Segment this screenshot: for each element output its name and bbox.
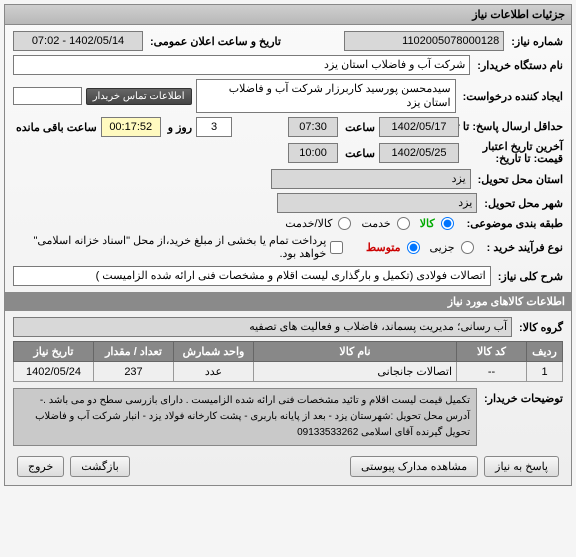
- item-group-label: گروه کالا:: [516, 321, 563, 334]
- need-details-panel: جزئیات اطلاعات نیاز شماره نیاز: 11020050…: [4, 4, 572, 486]
- treasury-checkbox[interactable]: [330, 241, 343, 254]
- general-desc-label: شرح کلی نیاز:: [495, 270, 563, 283]
- subject-class-radio-service[interactable]: [397, 217, 410, 230]
- cell-row: 1: [527, 362, 563, 382]
- credit-label-bottom: قیمت: تا تاریخ:: [496, 153, 563, 165]
- items-table: ردیف کد کالا نام کالا واحد شمارش تعداد /…: [13, 341, 563, 382]
- purchase-type-opt-0: جزیی: [430, 241, 455, 254]
- deadline-date: 1402/05/17: [379, 117, 459, 137]
- purchase-type-radio-minor[interactable]: [461, 241, 474, 254]
- cell-unit: عدد: [174, 362, 254, 382]
- announce-label: تاریخ و ساعت اعلان عمومی:: [147, 35, 281, 48]
- credit-date: 1402/05/25: [379, 143, 459, 163]
- back-button[interactable]: بازگشت: [70, 456, 130, 477]
- panel-title: جزئیات اطلاعات نیاز: [5, 5, 571, 25]
- deadline-label: حداقل ارسال پاسخ: تا تاریخ:: [463, 121, 563, 133]
- buyer-notes-label: توضیحات خریدار:: [481, 388, 563, 405]
- table-row[interactable]: 1 -- اتصالات جانجانی عدد 237 1402/05/24: [14, 362, 563, 382]
- buyer-contact-button[interactable]: اطلاعات تماس خریدار: [86, 88, 192, 105]
- delivery-city-label: شهر محل تحویل:: [481, 197, 563, 210]
- items-section-header: اطلاعات کالاهای مورد نیاز: [5, 292, 571, 311]
- subject-class-opt-0: کالا: [420, 217, 435, 230]
- col-row: ردیف: [527, 342, 563, 362]
- attachments-button[interactable]: مشاهده مدارک پیوستی: [350, 456, 478, 477]
- buyer-notes-value: تکمیل قیمت لیست اقلام و تائید مشخصات فنی…: [13, 388, 477, 446]
- col-date: تاریخ نیاز: [14, 342, 94, 362]
- subject-class-label: طبقه بندی موضوعی:: [464, 217, 563, 230]
- need-number-value: 1102005078000128: [344, 31, 504, 51]
- purchase-type-opt-1: متوسط: [366, 241, 401, 254]
- time-label-2: ساعت: [342, 147, 375, 160]
- delivery-city-value: یزد: [277, 193, 477, 213]
- subject-class-opt-1: خدمت: [361, 217, 390, 230]
- day-label: روز و: [165, 121, 192, 134]
- subject-class-radio-goods[interactable]: [441, 217, 454, 230]
- contact-empty-field: [13, 87, 82, 105]
- col-name: نام کالا: [254, 342, 457, 362]
- requester-value: سیدمحسن پورسید کاربرزار شرکت آب و فاضلاب…: [196, 79, 456, 113]
- col-unit: واحد شمارش: [174, 342, 254, 362]
- subject-class-radio-both[interactable]: [338, 217, 351, 230]
- general-desc-value: اتصالات فولادی (تکمیل و بارگذاری لیست اق…: [13, 266, 491, 286]
- panel-body: شماره نیاز: 1102005078000128 تاریخ و ساع…: [5, 25, 571, 485]
- cell-qty: 237: [94, 362, 174, 382]
- buyer-org-value: شرکت آب و فاضلاب استان یزد: [13, 55, 470, 75]
- cell-date: 1402/05/24: [14, 362, 94, 382]
- need-number-label: شماره نیاز:: [508, 35, 563, 48]
- purchase-type-label: نوع فرآیند خرید :: [484, 241, 563, 254]
- announce-value: 1402/05/14 - 07:02: [13, 31, 143, 51]
- col-code: کد کالا: [457, 342, 527, 362]
- item-group-value: آب رسانی؛ مدیریت پسماند، فاضلاب و فعالیت…: [13, 317, 512, 337]
- remaining-time: 00:17:52: [101, 117, 161, 137]
- subject-class-opt-2: کالا/خدمت: [285, 217, 332, 230]
- delivery-province-value: یزد: [271, 169, 471, 189]
- bottom-button-bar: پاسخ به نیاز مشاهده مدارک پیوستی بازگشت …: [13, 450, 563, 479]
- delivery-province-label: استان محل تحویل:: [475, 173, 563, 186]
- time-label-1: ساعت: [342, 121, 375, 134]
- exit-button[interactable]: خروج: [17, 456, 64, 477]
- table-header-row: ردیف کد کالا نام کالا واحد شمارش تعداد /…: [14, 342, 563, 362]
- purchase-type-radio-medium[interactable]: [407, 241, 420, 254]
- cell-code: --: [457, 362, 527, 382]
- reply-button[interactable]: پاسخ به نیاز: [484, 456, 559, 477]
- requester-label: ایجاد کننده درخواست:: [460, 90, 563, 103]
- pay-note: پرداخت تمام یا بخشی از مبلغ خرید،از محل …: [13, 234, 326, 260]
- days-left: 3: [196, 117, 232, 137]
- credit-time: 10:00: [288, 143, 338, 163]
- buyer-org-label: نام دستگاه خریدار:: [474, 59, 563, 72]
- credit-label-top: آخرین تاریخ اعتبار: [483, 141, 563, 153]
- remain-label: ساعت باقی مانده: [13, 121, 97, 134]
- col-qty: تعداد / مقدار: [94, 342, 174, 362]
- credit-label: آخرین تاریخ اعتبار قیمت: تا تاریخ:: [463, 141, 563, 165]
- cell-name: اتصالات جانجانی: [254, 362, 457, 382]
- deadline-time: 07:30: [288, 117, 338, 137]
